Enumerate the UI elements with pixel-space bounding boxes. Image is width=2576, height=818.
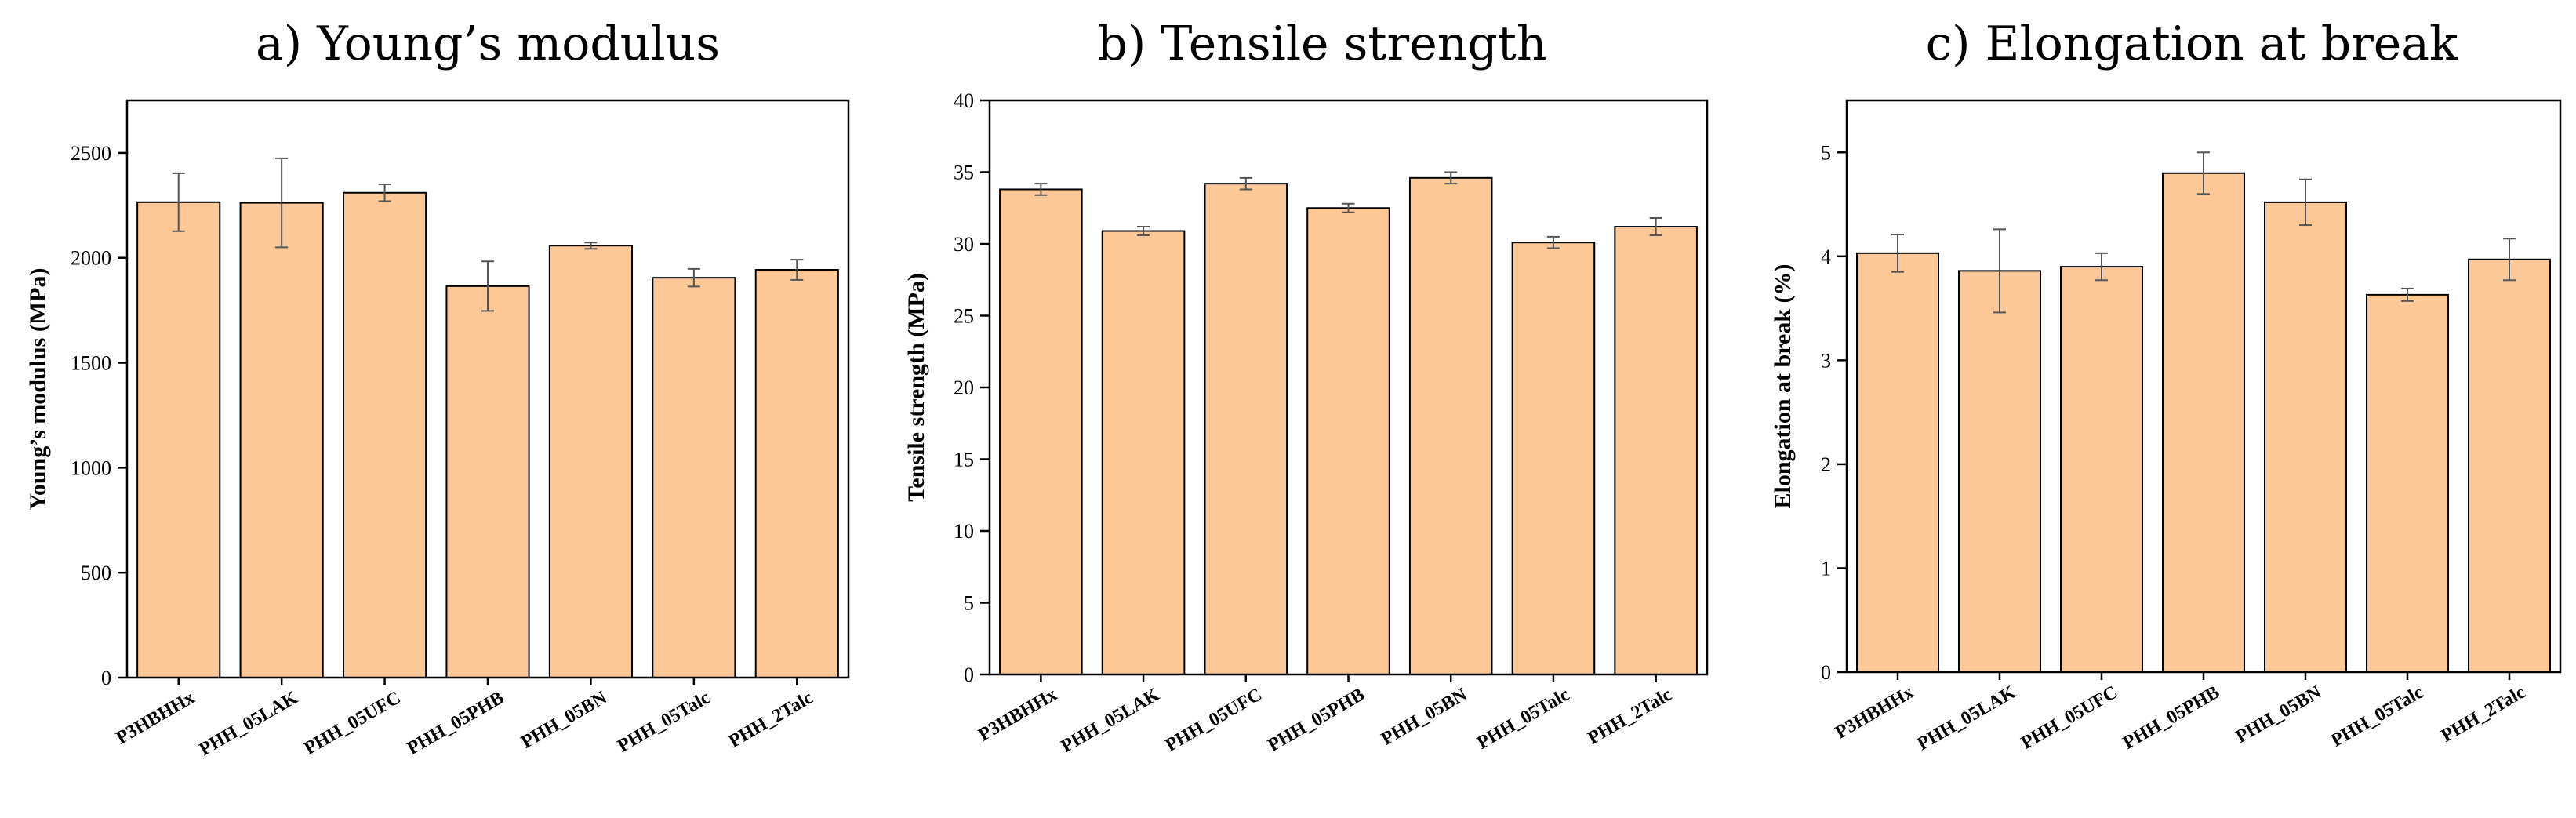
y-tick-label: 5: [964, 592, 974, 615]
y-tick-label: 10: [954, 520, 974, 543]
x-tick-label: PHH_05PHB: [404, 688, 507, 759]
x-tick-label: PHH_05LAK: [1058, 685, 1164, 758]
chart-title: c) Elongation at break: [1926, 16, 2458, 71]
bar-PHH_05BN: [548, 245, 633, 679]
x-tick-label: PHH_05Talc: [2327, 682, 2427, 751]
bar-PHH_2Talc: [2468, 258, 2551, 673]
x-tick-label: PHH_05UFC: [1162, 685, 1266, 756]
y-tick-label: 1000: [71, 456, 111, 479]
y-tick-label: 25: [954, 305, 974, 328]
y-tick-label: 40: [954, 89, 974, 112]
y-tick-label: 2500: [71, 142, 111, 165]
bar-PHH_05Talc: [2366, 293, 2449, 673]
plot-frame: [1845, 99, 2562, 674]
x-tick-label: P3HBHHx: [976, 685, 1061, 746]
bar-P3HBHHx: [999, 188, 1083, 675]
bar-PHH_2Talc: [754, 268, 839, 678]
y-tick-label: 35: [954, 162, 974, 184]
y-tick-label: 500: [81, 562, 111, 584]
x-tick-label: PHH_2Talc: [1584, 685, 1675, 749]
y-tick-label: 3: [1821, 349, 1831, 372]
plot-frame: [988, 99, 1709, 676]
chart-panel-3: c) Elongation at break Elongation at brea…: [1770, 16, 2562, 755]
y-tick-label: 5: [1821, 141, 1831, 164]
bar-PHH_05PHB: [445, 285, 530, 678]
x-tick-label: PHH_05Talc: [1473, 685, 1573, 754]
y-tick-label: 0: [1821, 661, 1831, 684]
bar-PHH_05Talc: [1511, 242, 1596, 676]
plot-frame: [125, 99, 850, 679]
bar-PHH_05PHB: [2162, 172, 2245, 674]
x-tick-label: PHH_2Talc: [2438, 682, 2529, 747]
bar-PHH_05PHB: [1306, 207, 1390, 675]
y-tick-label: 0: [101, 667, 111, 689]
x-tick-label: PHH_05PHB: [1265, 685, 1368, 756]
chart-title: b) Tensile strength: [1097, 16, 1546, 71]
x-tick-label: PHH_05UFC: [301, 688, 405, 759]
bar-PHH_2Talc: [1614, 226, 1698, 676]
bar-PHH_05LAK: [239, 202, 324, 678]
bar-PHH_05UFC: [2060, 266, 2143, 673]
y-tick-label: 15: [954, 449, 974, 471]
y-tick-label: 4: [1821, 245, 1831, 268]
x-tick-label: PHH_05LAK: [1914, 682, 2020, 755]
bar-PHH_05UFC: [343, 191, 427, 678]
x-tick-label: PHH_05BN: [1378, 684, 1471, 750]
y-tick-label: 2000: [71, 247, 111, 270]
y-tick-label: 0: [964, 663, 974, 686]
x-tick-label: PHH_05BN: [518, 687, 611, 753]
x-tick-label: PHH_2Talc: [725, 688, 816, 752]
bar-PHH_05BN: [2264, 201, 2347, 673]
chart-panel-2: b) Tensile strength Tensile strength (MPa…: [903, 16, 1709, 758]
chart-title: a) Young’s modulus: [256, 16, 720, 71]
y-axis-label: Elongation at break (%): [1770, 264, 1796, 509]
x-tick-label: PHH_05UFC: [2018, 682, 2121, 754]
x-tick-label: PHH_05PHB: [2120, 682, 2223, 754]
bar-PHH_05BN: [1408, 176, 1493, 675]
y-tick-label: 30: [954, 233, 974, 256]
y-tick-label: 1: [1821, 557, 1831, 580]
chart-panel-1: a) Young’s modulus Young’s modulus (MPa) 0…: [25, 16, 850, 761]
bar-PHH_05LAK: [1958, 270, 2041, 673]
bar-PHH_05Talc: [652, 277, 736, 678]
bar-P3HBHHx: [136, 201, 221, 678]
y-tick-label: 20: [954, 376, 974, 399]
y-axis-label: Tensile strength (MPa): [903, 273, 929, 502]
x-tick-label: P3HBHHx: [1832, 682, 1917, 743]
x-tick-label: PHH_05Talc: [614, 688, 714, 757]
bar-P3HBHHx: [1856, 252, 1939, 674]
y-axis-label: Young’s modulus (MPa): [25, 268, 51, 511]
x-tick-label: P3HBHHx: [113, 688, 198, 749]
bar-PHH_05UFC: [1204, 183, 1288, 675]
y-tick-label: 2: [1821, 453, 1831, 476]
y-tick-label: 1500: [71, 352, 111, 375]
x-tick-label: PHH_05LAK: [196, 688, 302, 761]
bar-PHH_05LAK: [1101, 230, 1186, 675]
x-tick-label: PHH_05BN: [2233, 682, 2326, 747]
